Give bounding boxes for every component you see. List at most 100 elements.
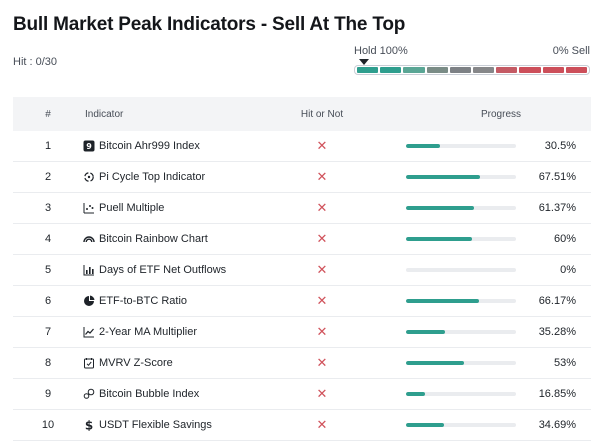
hit-count: Hit : 0/30 (13, 56, 58, 68)
hit-cell: ✕ (263, 263, 381, 277)
indicator-cell: $ USDT Flexible Savings (83, 419, 263, 431)
hit-cell: ✕ (263, 170, 381, 184)
table-row[interactable]: 4 Bitcoin Rainbow Chart ✕ 60% (13, 224, 591, 255)
indicator-cell: Days of ETF Net Outflows (83, 264, 263, 276)
indicator-name[interactable]: 2-Year MA Multiplier (99, 326, 198, 338)
table-row[interactable]: 2 Pi Cycle Top Indicator ✕ 67.51% (13, 162, 591, 193)
not-hit-icon: ✕ (316, 262, 328, 277)
progress-bar-fill (406, 299, 479, 303)
gauge-marker-icon (359, 59, 369, 65)
progress-percent: 30.5% (544, 140, 576, 152)
progress-bar (406, 361, 516, 365)
row-number: 7 (44, 326, 52, 338)
progress-bar-fill (406, 423, 445, 427)
indicator-name[interactable]: MVRV Z-Score (99, 357, 173, 369)
progress-bar-fill (406, 206, 474, 210)
hit-cell: ✕ (263, 387, 381, 401)
indicator-name[interactable]: Puell Multiple (99, 202, 165, 214)
progress-cell: 35.28% (381, 326, 591, 338)
progress-bar (406, 392, 516, 396)
progress-bar (406, 175, 516, 179)
pie-chart-icon (83, 295, 95, 307)
calendar-check-icon (83, 357, 95, 369)
progress-percent: 16.85% (538, 388, 576, 400)
progress-bar (406, 144, 516, 148)
indicator-name[interactable]: Bitcoin Rainbow Chart (99, 233, 208, 245)
progress-bar (406, 330, 516, 334)
gauge-segment (519, 67, 541, 73)
table-row[interactable]: 5 Days of ETF Net Outflows ✕ 0% (13, 255, 591, 286)
progress-percent: 66.17% (538, 295, 576, 307)
progress-cell: 67.51% (381, 171, 591, 183)
table-row[interactable]: 6 ETF-to-BTC Ratio ✕ 66.17% (13, 286, 591, 317)
table-body: 1 9 Bitcoin Ahr999 Index ✕ 30.5% 2 Pi Cycle To… (13, 131, 591, 441)
table-header: # Indicator Hit or Not Progress (13, 97, 591, 131)
row-number: 5 (44, 264, 52, 276)
progress-bar-fill (406, 237, 472, 241)
not-hit-icon: ✕ (316, 231, 328, 246)
hit-cell: ✕ (263, 232, 381, 246)
progress-percent: 35.28% (538, 326, 576, 338)
indicator-cell: Bitcoin Rainbow Chart (83, 233, 263, 245)
progress-cell: 61.37% (381, 202, 591, 214)
table-row[interactable]: 9 Bitcoin Bubble Index ✕ 16.85% (13, 379, 591, 410)
row-number: 8 (44, 357, 52, 369)
indicator-cell: Bitcoin Bubble Index (83, 388, 263, 400)
table-row[interactable]: 10 $ USDT Flexible Savings ✕ 34.69% (13, 410, 591, 441)
progress-bar-fill (406, 144, 440, 148)
table-row[interactable]: 8 MVRV Z-Score ✕ 53% (13, 348, 591, 379)
indicator-name[interactable]: Days of ETF Net Outflows (99, 264, 227, 276)
line-chart-icon (83, 326, 95, 338)
gauge-segment (426, 67, 448, 73)
indicator-cell: 9 Bitcoin Ahr999 Index (83, 140, 263, 152)
gauge-segment (542, 67, 564, 73)
indicator-name[interactable]: ETF-to-BTC Ratio (99, 295, 188, 307)
hit-cell: ✕ (263, 325, 381, 339)
row-number: 9 (44, 388, 52, 400)
bar-chart-icon (83, 264, 95, 276)
header-progress: Progress (480, 108, 521, 120)
gauge-segment (357, 67, 379, 73)
puell-icon (83, 202, 95, 214)
gauge-segment (449, 67, 472, 73)
table-row[interactable]: 7 2-Year MA Multiplier ✕ 35.28% (13, 317, 591, 348)
bubble-icon (83, 388, 95, 400)
pi-cycle-icon (83, 171, 95, 183)
progress-cell: 0% (381, 264, 591, 276)
dollar-icon: $ (83, 419, 95, 431)
progress-percent: 34.69% (538, 419, 576, 431)
progress-bar-fill (406, 175, 481, 179)
hit-cell: ✕ (263, 418, 381, 432)
not-hit-icon: ✕ (316, 355, 328, 370)
indicator-cell: Puell Multiple (83, 202, 263, 214)
row-number: 10 (41, 419, 55, 431)
gauge-segment (403, 67, 425, 73)
progress-bar (406, 423, 516, 427)
row-number: 3 (44, 202, 52, 214)
indicator-name[interactable]: Bitcoin Bubble Index (99, 388, 200, 400)
hit-cell: ✕ (263, 294, 381, 308)
indicator-name[interactable]: USDT Flexible Savings (99, 419, 212, 431)
gauge-segment (496, 67, 518, 73)
progress-percent: 67.51% (538, 171, 576, 183)
indicator-name[interactable]: Pi Cycle Top Indicator (99, 171, 206, 183)
progress-cell: 66.17% (381, 295, 591, 307)
indicator-name[interactable]: Bitcoin Ahr999 Index (99, 140, 200, 152)
progress-percent: 53% (553, 357, 576, 369)
not-hit-icon: ✕ (316, 386, 328, 401)
progress-cell: 60% (381, 233, 591, 245)
progress-cell: 30.5% (381, 140, 591, 152)
header-hit: Hit or Not (300, 108, 344, 120)
svg-text:9: 9 (86, 142, 92, 151)
progress-bar (406, 206, 516, 210)
header-indicator: Indicator (85, 108, 124, 120)
indicator-cell: 2-Year MA Multiplier (83, 326, 263, 338)
gauge-segment (565, 67, 588, 73)
row-number: 1 (44, 140, 52, 152)
svg-text:$: $ (85, 419, 93, 431)
not-hit-icon: ✕ (316, 293, 328, 308)
table-row[interactable]: 3 Puell Multiple ✕ 61.37% (13, 193, 591, 224)
header-num: # (45, 108, 51, 120)
row-number: 6 (44, 295, 52, 307)
table-row[interactable]: 1 9 Bitcoin Ahr999 Index ✕ 30.5% (13, 131, 591, 162)
